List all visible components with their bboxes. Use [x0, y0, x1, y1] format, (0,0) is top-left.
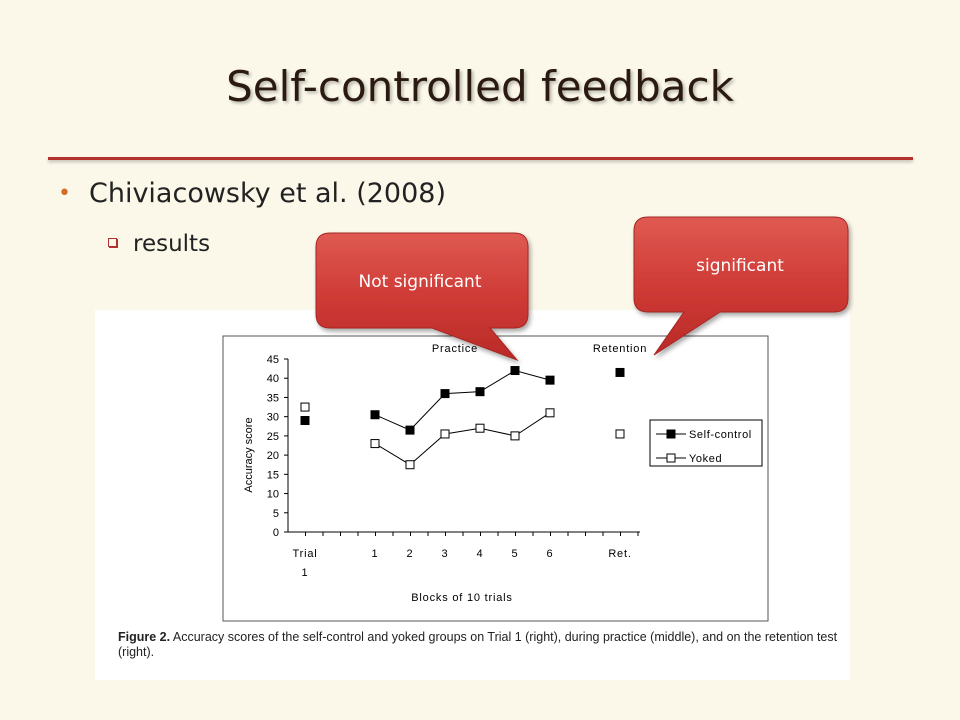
self-control-point [440, 389, 450, 399]
self-control-point [615, 367, 625, 377]
callout-not-significant-label: Not significant [359, 272, 482, 292]
callout-significant [633, 216, 849, 356]
yoked-point [300, 402, 310, 412]
sub-bullet-results: results [108, 231, 210, 257]
square-bullet-icon [108, 238, 117, 247]
legend-marker [666, 453, 676, 463]
yoked-point [370, 439, 380, 449]
y-tick-label: 40 [267, 373, 279, 385]
bullet-dot-icon: • [58, 181, 71, 206]
self-control-series-line [374, 369, 551, 431]
self-control-point [370, 410, 380, 420]
yoked-point [615, 429, 625, 439]
legend-label: Self-control [689, 429, 752, 441]
section-label-retention: Retention [593, 343, 647, 355]
yoked-point [545, 408, 555, 418]
bullet-citation-text: Chiviacowsky et al. (2008) [88, 178, 446, 209]
x-tick-label: 5 [512, 548, 519, 560]
bullet-citation: • Chiviacowsky et al. (2008) [58, 178, 446, 209]
y-tick-label: 45 [267, 354, 279, 366]
self-control-point [300, 416, 310, 426]
callout-significant-label: significant [696, 256, 784, 276]
y-tick-label: 10 [267, 489, 279, 501]
caption-label: Figure 2. [118, 630, 171, 644]
title-divider [48, 157, 913, 160]
yoked-point [405, 460, 415, 470]
y-axis-title: Accuracy score [243, 417, 255, 492]
self-control-point [510, 366, 520, 376]
chart-frame [222, 335, 769, 622]
x-tick-label: 6 [547, 548, 554, 560]
legend-label: Yoked [689, 453, 722, 465]
yoked-point [510, 431, 520, 441]
x-tick-label: Ret. [608, 548, 631, 560]
callout-not-significant [315, 232, 529, 362]
x-axis-title: Blocks of 10 trials [411, 592, 512, 604]
figure-caption: Figure 2. Accuracy scores of the self-co… [118, 630, 838, 660]
x-tick-label: 4 [477, 548, 484, 560]
caption-text: Accuracy scores of the self-control and … [118, 630, 838, 659]
y-tick-label: 15 [267, 469, 279, 481]
section-label-practice: Practice [432, 343, 478, 355]
x-tick-label: 2 [407, 548, 414, 560]
x-tick-label: Trial [293, 548, 318, 560]
x-tick-label: 3 [442, 548, 449, 560]
self-control-point [405, 425, 415, 435]
self-control-point [475, 387, 485, 397]
yoked-point [440, 429, 450, 439]
y-tick-label: 30 [267, 412, 279, 424]
slide-title: Self-controlled feedback [226, 62, 734, 111]
y-tick-label: 25 [267, 431, 279, 443]
y-tick-label: 20 [267, 450, 279, 462]
legend-marker [666, 429, 676, 439]
yoked-series-line [374, 412, 551, 466]
self-control-point [545, 375, 555, 385]
sub-bullet-text: results [133, 231, 211, 257]
yoked-point [475, 423, 485, 433]
y-tick-label: 0 [273, 527, 279, 539]
x-tick-label: 1 [372, 548, 379, 560]
y-tick-label: 35 [267, 392, 279, 404]
x-tick-label: 1 [302, 567, 309, 579]
y-tick-label: 5 [273, 508, 279, 520]
